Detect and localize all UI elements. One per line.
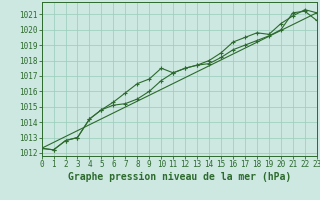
X-axis label: Graphe pression niveau de la mer (hPa): Graphe pression niveau de la mer (hPa) <box>68 172 291 182</box>
